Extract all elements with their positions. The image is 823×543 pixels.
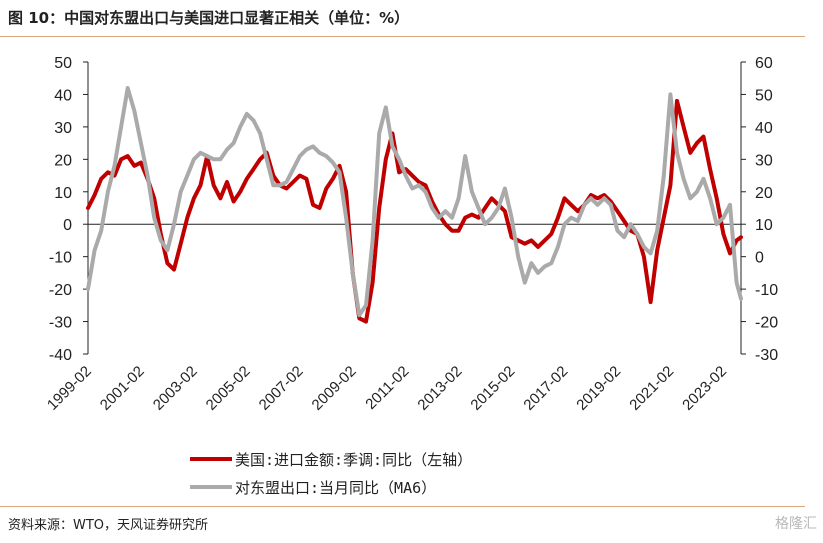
x-tick-label: 2023-02 [679, 363, 730, 414]
chart-lines [86, 86, 743, 324]
title-divider [0, 36, 805, 37]
y-right-tick-label: 0 [755, 250, 764, 267]
y-right-tick-label: -10 [755, 282, 778, 299]
y-left-tick-label: 20 [54, 152, 72, 169]
y-left-tick-label: 10 [54, 185, 72, 202]
series-line-1 [86, 98, 743, 324]
y-left-tick-label: 30 [54, 120, 72, 137]
legend-label-1: 美国:进口金额:季调:同比（左轴） [235, 451, 472, 469]
x-tick-label: 2019-02 [573, 363, 624, 414]
legend-label-2: 对东盟出口:当月同比（MA6） [235, 479, 436, 497]
x-tick-label: 2009-02 [309, 363, 360, 414]
x-tick-label: 2001-02 [97, 363, 148, 414]
x-tick-label: 2003-02 [150, 363, 201, 414]
x-tick-label: 2013-02 [414, 363, 465, 414]
y-right-tick-label: -30 [755, 347, 778, 364]
series-line-2 [86, 86, 743, 318]
source-note: 资料来源：WTO，天风证券研究所 [8, 518, 209, 533]
x-tick-label: 2015-02 [467, 363, 518, 414]
y-right-tick-label: 10 [755, 217, 773, 234]
y-right-tick-label: 60 [755, 55, 773, 72]
x-tick-label: 2017-02 [520, 363, 571, 414]
y-left-tick-label: -30 [49, 315, 72, 332]
y-left-tick-label: -40 [49, 347, 72, 364]
x-tick-label: 2007-02 [256, 363, 307, 414]
figure-title: 图 10：中国对东盟出口与美国进口显著正相关（单位：%） [8, 9, 410, 27]
y-right-tick-label: 20 [755, 185, 773, 202]
watermark-logo: 格隆汇 [775, 516, 817, 532]
x-tick-label: 2011-02 [362, 363, 412, 413]
x-tick-label: 2005-02 [203, 363, 254, 414]
y-left-tick-label: 40 [54, 87, 72, 104]
y-right-tick-label: 30 [755, 152, 773, 169]
y-left-tick-label: 0 [63, 217, 72, 234]
chart-legend: 美国:进口金额:季调:同比（左轴） 对东盟出口:当月同比（MA6） [190, 451, 472, 497]
x-tick-label: 2021-02 [626, 363, 677, 414]
y-left-tick-label: 50 [54, 55, 72, 72]
x-tick-label: 1999-02 [44, 363, 95, 414]
source-divider [0, 506, 805, 507]
y-right-tick-label: 40 [755, 120, 773, 137]
y-right-tick-label: -20 [755, 315, 778, 332]
y-right-tick-label: 50 [755, 87, 773, 104]
y-left-tick-label: -20 [49, 282, 72, 299]
y-left-tick-label: -10 [49, 250, 72, 267]
